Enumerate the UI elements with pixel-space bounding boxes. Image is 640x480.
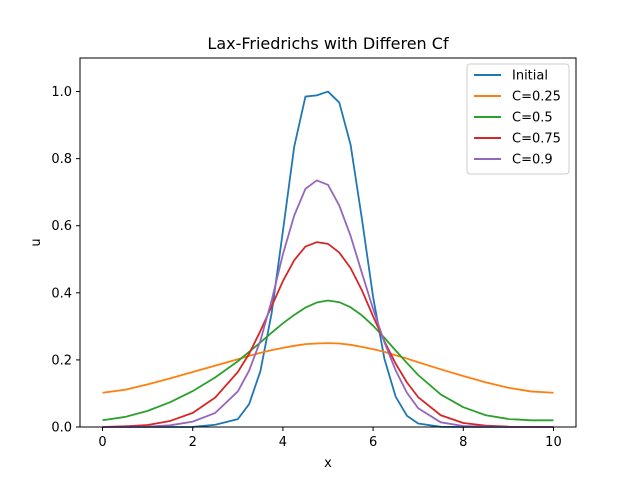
axes-frame — [79, 57, 577, 428]
y-tick-label: 0.8 — [51, 152, 72, 167]
legend-label: Initial — [512, 69, 548, 84]
series-line-c-0-5 — [102, 299, 554, 422]
x-tick-label: 8 — [459, 435, 467, 450]
x-tick-label: 4 — [279, 435, 287, 450]
legend-label: C=0.25 — [512, 90, 561, 105]
series-line-c-0-75 — [102, 241, 554, 428]
legend-box — [466, 63, 570, 175]
x-tick-label: 10 — [545, 435, 562, 450]
legend-label: C=0.5 — [512, 111, 553, 126]
x-tick-label: 2 — [189, 435, 197, 450]
y-axis-label: u — [29, 238, 44, 246]
ticks: 0 2 4 6 8 10 0.0 0.2 0.4 0.6 0.8 1.0 — [51, 85, 561, 450]
legend-label: C=0.9 — [512, 153, 553, 168]
legend: Initial C=0.25 C=0.5 C=0.75 C=0.9 — [466, 63, 570, 175]
legend-label: C=0.75 — [512, 132, 561, 147]
series-line-c-0-9 — [102, 179, 554, 428]
y-tick-label: 0.0 — [51, 421, 72, 436]
y-tick-label: 0.2 — [51, 353, 72, 368]
y-tick-label: 1.0 — [51, 85, 72, 100]
chart-title: Lax-Friedrichs with Differen Cf — [207, 34, 449, 53]
x-tick-label: 0 — [98, 435, 106, 450]
y-tick-label: 0.4 — [51, 286, 72, 301]
x-tick-label: 6 — [369, 435, 377, 450]
x-axis-label: x — [324, 456, 332, 471]
y-tick-label: 0.6 — [51, 219, 72, 234]
series-line-c-0-25 — [102, 342, 554, 394]
